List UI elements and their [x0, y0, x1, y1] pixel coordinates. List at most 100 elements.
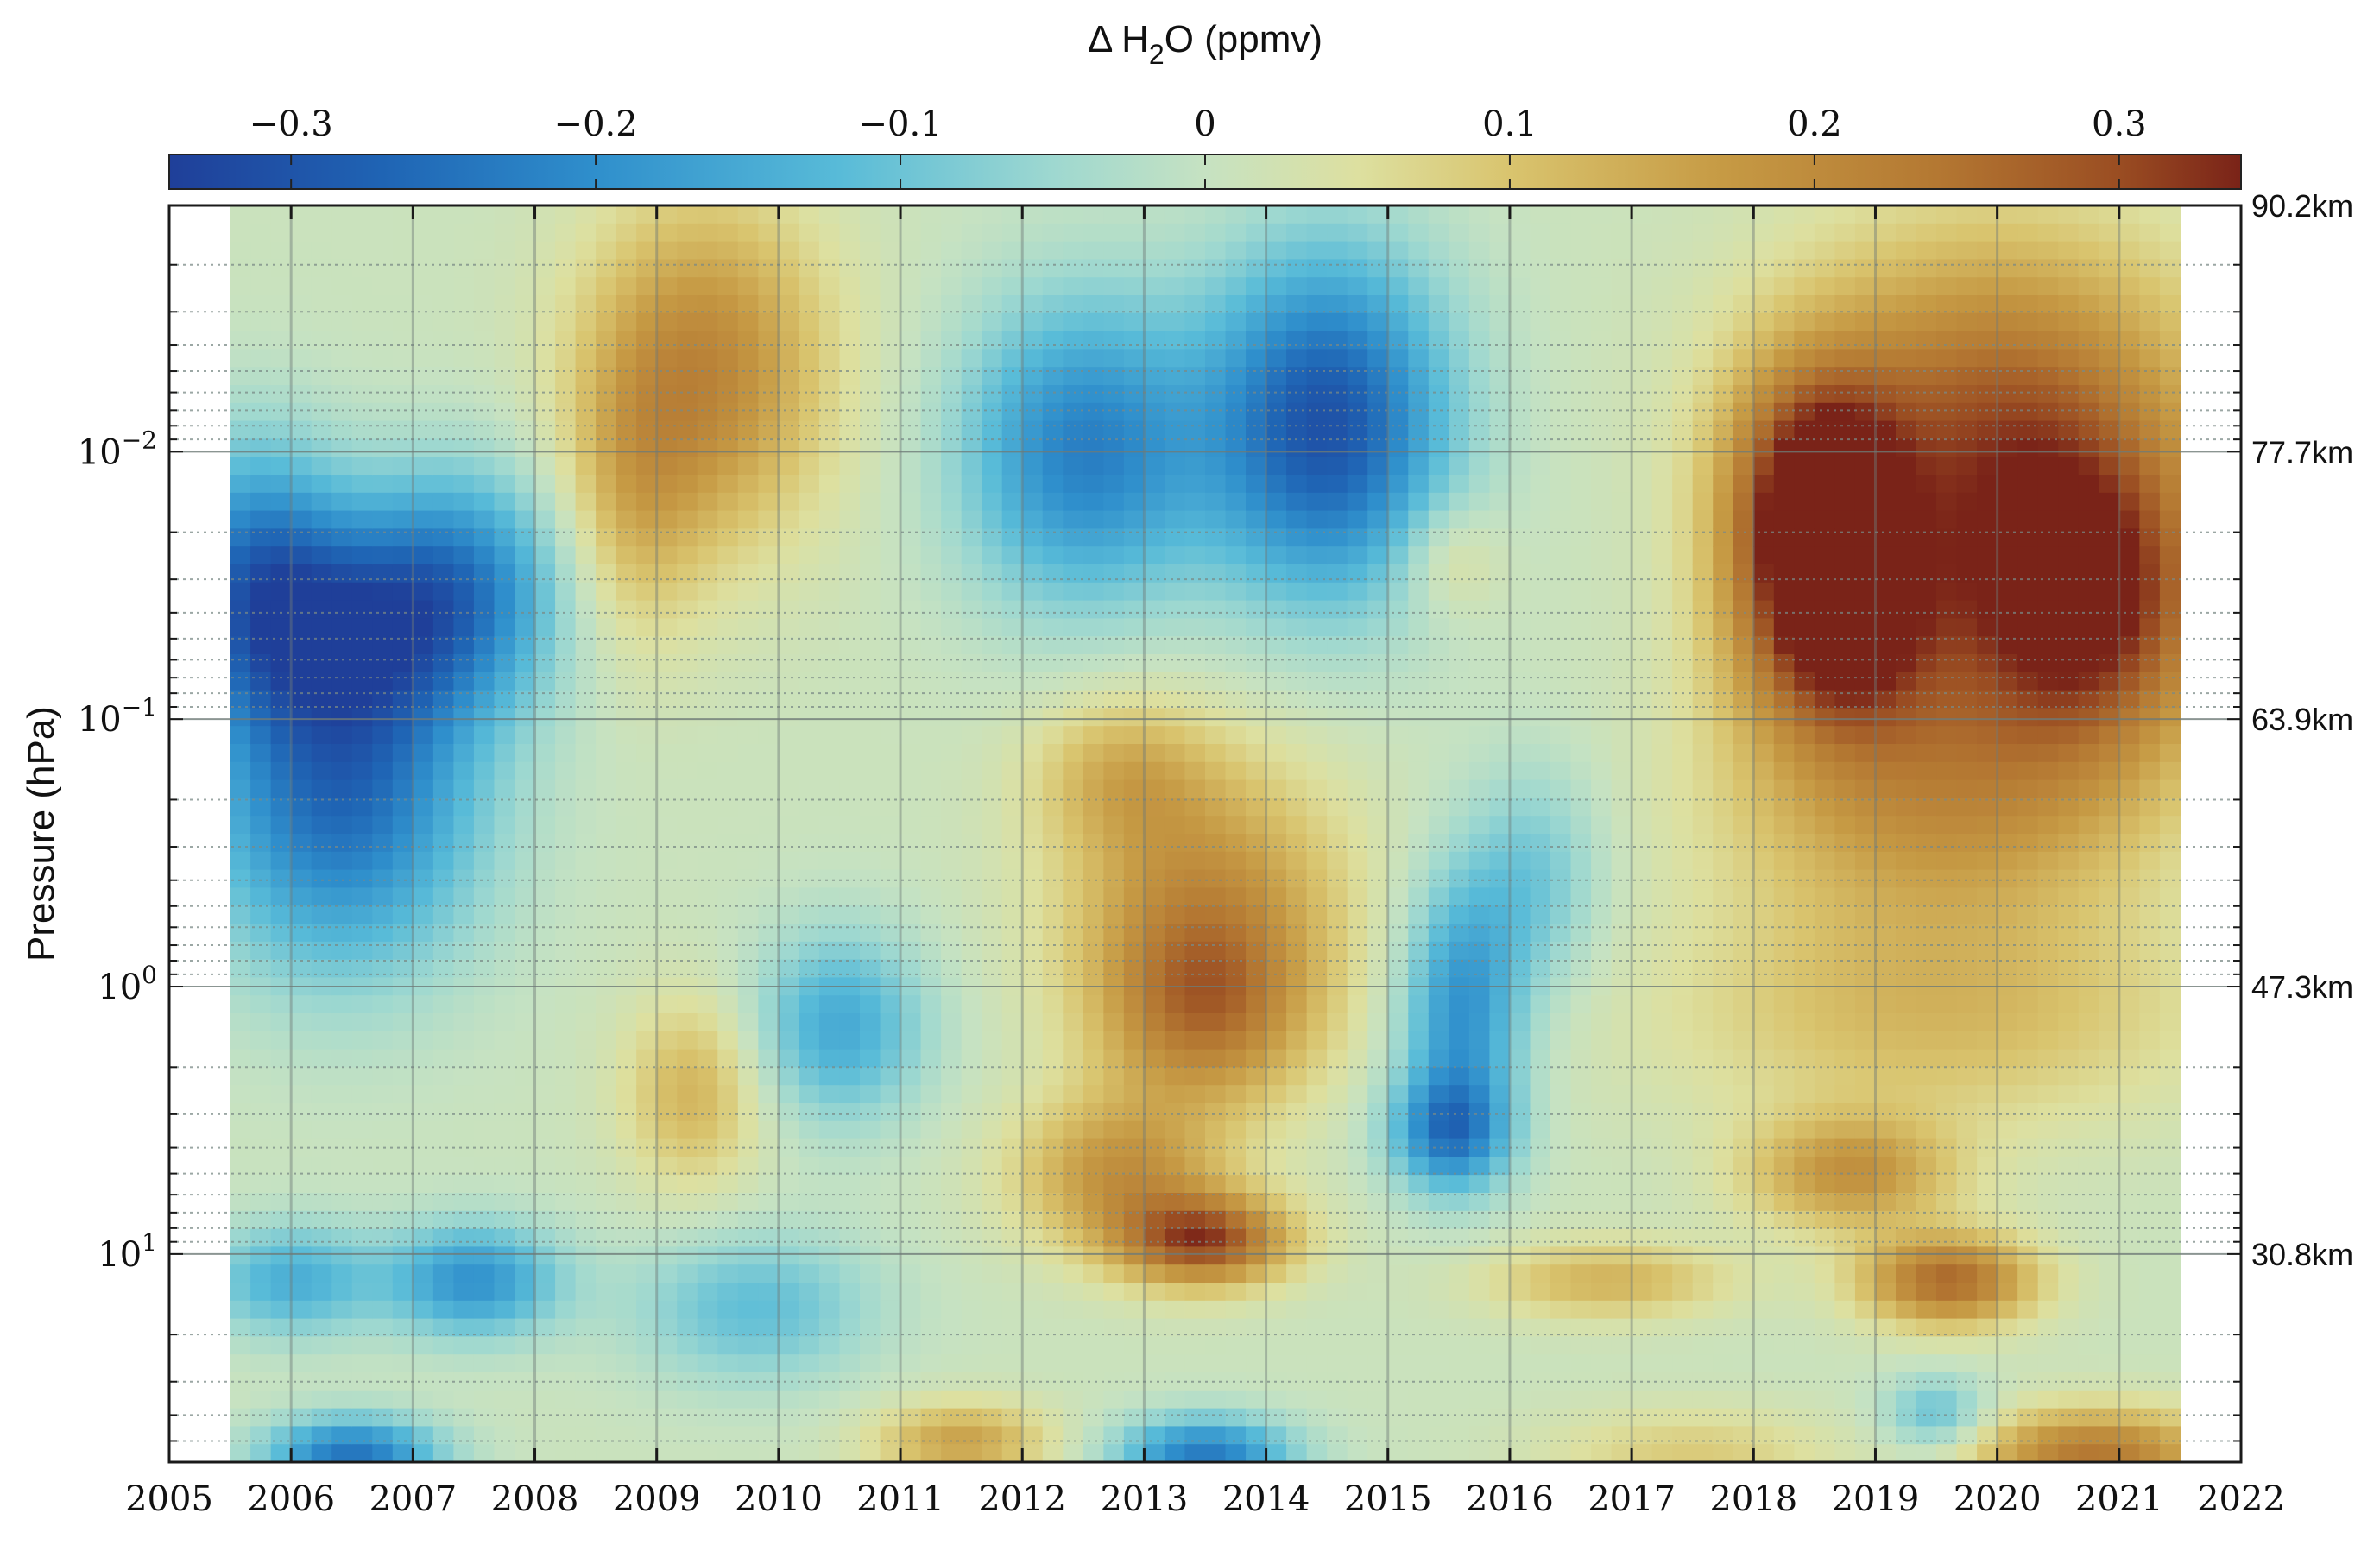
heatmap-cell: [799, 295, 820, 314]
heatmap-cell: [1449, 1336, 1470, 1356]
heatmap-cell: [1063, 1372, 1084, 1391]
heatmap-cell: [1205, 1408, 1227, 1428]
heatmap-cell: [1468, 277, 1491, 296]
heatmap-cell: [494, 1193, 515, 1212]
heatmap-cell: [616, 420, 638, 440]
heatmap-cell: [331, 1067, 353, 1087]
heatmap-cell: [1591, 959, 1613, 979]
heatmap-cell: [1042, 295, 1064, 314]
heatmap-cell: [1428, 1426, 1450, 1446]
heatmap-cell: [737, 331, 760, 350]
heatmap-cell: [778, 1408, 800, 1428]
heatmap-cell: [860, 223, 881, 243]
heatmap-cell: [717, 851, 739, 871]
heatmap-cell: [778, 367, 800, 386]
heatmap-cell: [270, 761, 293, 781]
heatmap-cell: [1327, 1085, 1348, 1104]
heatmap-cell: [1266, 1031, 1288, 1050]
heatmap-cell: [1001, 1318, 1024, 1338]
heatmap-cell: [1530, 726, 1551, 745]
heatmap-cell: [270, 510, 293, 530]
heatmap-cell: [515, 385, 536, 404]
heatmap-cell: [291, 492, 312, 512]
heatmap-cell: [616, 924, 638, 943]
heatmap-cell: [1530, 277, 1551, 296]
heatmap-cell: [900, 349, 922, 369]
heatmap-cell: [1611, 618, 1633, 638]
heatmap-cell: [758, 834, 780, 853]
heatmap-cell: [1103, 618, 1125, 638]
heatmap-cell: [656, 438, 679, 458]
heatmap-cell: [1205, 1426, 1227, 1446]
heatmap-cell: [1530, 816, 1551, 835]
heatmap-cell: [1550, 349, 1572, 369]
heatmap-cell: [616, 744, 638, 763]
heatmap-cell: [636, 1031, 658, 1050]
heatmap-cell: [413, 959, 434, 979]
heatmap-cell: [1246, 1013, 1267, 1032]
heatmap-cell: [392, 492, 414, 512]
heatmap-cell: [1246, 779, 1267, 799]
heatmap-cell: [1205, 1372, 1227, 1391]
heatmap-cell: [250, 1283, 272, 1302]
heatmap-cell: [860, 1157, 881, 1176]
heatmap-cell: [1246, 618, 1267, 638]
heatmap-cell: [860, 816, 881, 835]
heatmap-cell: [575, 546, 597, 565]
heatmap-cell: [1022, 295, 1044, 314]
heatmap-cell: [351, 779, 374, 799]
heatmap-cell: [1327, 1246, 1348, 1266]
heatmap-cell: [1022, 1085, 1044, 1104]
heatmap-cell: [372, 995, 394, 1014]
heatmap-cell: [1449, 761, 1470, 781]
heatmap-cell: [1205, 1210, 1227, 1230]
heatmap-cell: [1651, 1264, 1674, 1283]
heatmap-cell: [758, 1246, 780, 1266]
heatmap-cell: [758, 1336, 780, 1356]
heatmap-cell: [1286, 1336, 1308, 1356]
heatmap-cell: [1550, 1013, 1572, 1032]
heatmap-cell: [1205, 1013, 1227, 1032]
heatmap-cell: [1266, 582, 1288, 602]
heatmap-cell: [1083, 851, 1105, 871]
heatmap-cell: [270, 1049, 293, 1069]
heatmap-cell: [392, 349, 414, 369]
heatmap-cell: [737, 546, 760, 565]
heatmap-cell: [230, 385, 252, 404]
heatmap-cell: [453, 618, 475, 638]
heatmap-cell: [1408, 1138, 1430, 1158]
heatmap-cell: [432, 905, 455, 924]
heatmap-cell: [1550, 779, 1572, 799]
heatmap-cell: [1651, 1067, 1674, 1087]
heatmap-cell: [1530, 312, 1551, 332]
heatmap-cell: [453, 582, 475, 602]
heatmap-cell: [799, 869, 820, 889]
heatmap-cell: [230, 1228, 252, 1248]
heatmap-cell: [1286, 277, 1308, 296]
heatmap-cell: [331, 905, 353, 924]
heatmap-cell: [1144, 600, 1165, 620]
heatmap-cell: [1266, 1246, 1288, 1266]
heatmap-cell: [372, 1264, 394, 1283]
heatmap-cell: [250, 798, 272, 817]
heatmap-cell: [737, 1354, 760, 1373]
heatmap-cell: [473, 457, 496, 476]
heatmap-cell: [1144, 241, 1165, 261]
heatmap-cell: [717, 241, 739, 261]
heatmap-cell: [778, 510, 800, 530]
heatmap-cell: [961, 636, 983, 655]
heatmap-cell: [677, 1067, 698, 1087]
heatmap-cell: [1509, 1246, 1531, 1266]
heatmap-cell: [311, 779, 333, 799]
heatmap-cell: [818, 618, 841, 638]
heatmap-cell: [1327, 708, 1348, 728]
heatmap-cell: [656, 1210, 679, 1230]
heatmap-cell: [1530, 1426, 1551, 1446]
heatmap-cell: [1266, 1390, 1288, 1409]
heatmap-cell: [515, 887, 536, 907]
heatmap-cell: [392, 402, 414, 422]
heatmap-cell: [941, 1228, 963, 1248]
heatmap-cell: [1611, 564, 1633, 583]
heatmap-cell: [677, 259, 698, 279]
heatmap-cell: [1246, 924, 1267, 943]
